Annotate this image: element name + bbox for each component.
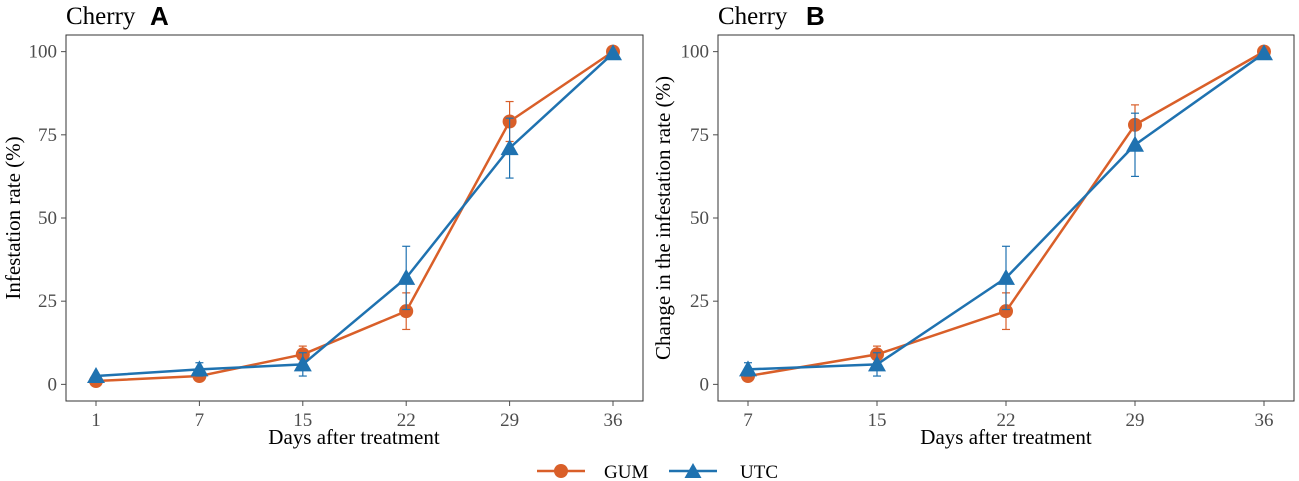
data-point-gum [399,304,414,319]
y-tick-label: 25 [690,291,709,312]
series-layer [739,44,1273,384]
x-tick-label: 7 [743,410,753,431]
x-tick-label: 29 [1126,410,1145,431]
legend-label-utc: UTC [740,462,778,481]
data-point-utc [739,360,757,377]
data-point-utc [604,44,622,61]
legend-marker-gum [554,464,568,478]
y-tick-label: 0 [48,374,58,395]
series-line-utc [95,52,614,378]
data-point-utc [293,355,312,372]
data-point-utc [997,268,1015,285]
x-axis: 7 15 22 29 36 [743,401,1274,431]
series-line-gum [95,50,614,383]
x-tick-label: 7 [195,410,205,431]
legend-label-gum: GUM [604,462,648,481]
y-tick-label: 75 [690,125,709,146]
panel-title: Cherry [718,3,788,30]
y-axis-label: Infestation rate (%) [1,136,25,299]
legend: GUM UTC [537,462,778,481]
data-point-utc [500,139,519,156]
panel-title: Cherry [66,3,136,30]
x-tick-label: 29 [500,410,519,431]
x-tick-label: 36 [604,410,623,431]
data-point-utc [190,360,209,377]
y-tick-label: 50 [38,208,57,229]
panel-label: A [150,1,169,31]
y-tick-label: 100 [681,42,710,63]
x-tick-label: 15 [293,410,312,431]
y-axis-label: Change in the infestation rate (%) [651,76,675,360]
x-axis: 1 7 15 22 29 36 [91,401,623,431]
x-tick-label: 22 [397,410,416,431]
data-point-utc [1126,135,1144,152]
y-axis: 0 25 50 75 100 [29,42,66,395]
plot-frame [717,34,1295,402]
y-tick-label: 50 [690,208,709,229]
data-point-gum [999,304,1013,319]
y-tick-label: 25 [38,291,57,312]
y-tick-label: 0 [700,374,710,395]
x-tick-label: 36 [1255,410,1274,431]
panel-b: Cherry B 0 25 50 75 100 7 15 22 29 36 Days after… [651,1,1295,449]
data-point-utc [868,355,886,372]
panel-a: Cherry A 0 25 50 75 100 1 7 15 22 29 36 Days afte… [1,1,644,449]
y-tick-label: 100 [29,42,58,63]
x-axis-label: Days after treatment [920,425,1092,449]
x-axis-label: Days after treatment [268,425,440,449]
legend-marker-utc [684,463,702,478]
data-point-utc [1255,44,1273,61]
x-tick-label: 22 [997,410,1016,431]
data-point-utc [397,268,416,285]
series-layer [87,44,622,389]
y-tick-label: 75 [38,125,57,146]
data-point-utc [87,367,105,384]
x-tick-label: 1 [91,410,101,431]
y-axis: 0 25 50 75 100 [681,42,718,395]
x-tick-label: 15 [868,410,887,431]
panel-label: B [806,1,825,31]
